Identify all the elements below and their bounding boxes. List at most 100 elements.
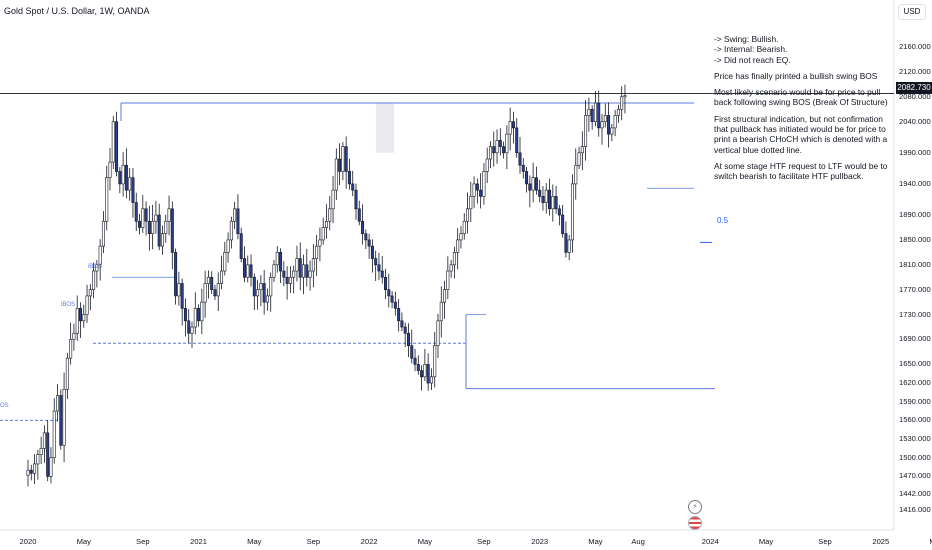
bear-candle xyxy=(46,432,50,477)
bull-candle xyxy=(49,457,53,477)
bear-candle xyxy=(249,264,253,278)
bull-candle xyxy=(92,270,96,291)
bull-candle xyxy=(220,270,224,284)
bull-candle xyxy=(485,158,489,172)
bull-candle xyxy=(308,270,312,278)
time-tick-label: 2020 xyxy=(19,537,37,546)
bear-candle xyxy=(367,239,371,247)
bear-candle xyxy=(370,245,374,259)
flash-icon[interactable]: ⚡ xyxy=(688,500,702,514)
bear-candle xyxy=(554,196,558,210)
bull-candle xyxy=(256,289,260,297)
bull-candle xyxy=(544,189,548,203)
us-flag-icon[interactable] xyxy=(688,516,702,530)
bull-candle xyxy=(620,96,624,110)
note-para2: Most likely scenario would be for price … xyxy=(714,87,888,108)
bear-candle xyxy=(138,220,142,228)
last-price-tag: 2082.730 xyxy=(896,82,932,94)
bull-candle xyxy=(623,95,627,98)
bear-candle xyxy=(590,108,594,122)
bear-candle xyxy=(213,289,217,297)
bear-candle xyxy=(403,326,407,334)
bull-candle xyxy=(154,214,158,222)
bull-candle xyxy=(85,295,89,315)
bull-candle xyxy=(108,161,112,178)
symbol-title[interactable]: Gold Spot / U.S. Dollar, 1W, OANDA xyxy=(4,6,150,16)
bull-candle xyxy=(551,196,555,210)
bear-candle xyxy=(518,152,522,166)
bull-candle xyxy=(443,289,447,303)
bull-candle xyxy=(88,289,92,297)
bear-candle xyxy=(502,146,506,154)
bull-candle xyxy=(580,146,584,154)
bear-candle xyxy=(210,276,214,291)
bear-candle xyxy=(134,202,138,222)
bear-candle xyxy=(282,270,286,278)
price-tick-label: 1690.000 xyxy=(899,334,931,344)
bias-list: -> Swing: Bullish. -> Internal: Bearish.… xyxy=(714,34,892,65)
price-tick-label: 1620.000 xyxy=(899,378,931,388)
bull-candle xyxy=(229,220,233,241)
bull-candle xyxy=(82,314,86,322)
bear-candle xyxy=(338,158,342,172)
price-tick-label: 1470.000 xyxy=(899,471,931,481)
price-tick-label: 1500.000 xyxy=(899,452,931,462)
price-tick-label: 1850.000 xyxy=(899,234,931,244)
price-tick-label: 1770.000 xyxy=(899,284,931,294)
bull-candle xyxy=(200,301,204,322)
bull-candle xyxy=(600,121,604,129)
bear-candle xyxy=(406,332,410,347)
bear-candle xyxy=(131,177,135,203)
bear-candle xyxy=(534,177,538,191)
bull-candle xyxy=(105,177,109,222)
bear-candle xyxy=(528,183,532,191)
bear-candle xyxy=(384,276,388,291)
bull-candle xyxy=(206,276,210,284)
time-tick-label: May xyxy=(76,537,91,546)
bull-candle xyxy=(98,245,102,266)
time-tick-label: 2025 xyxy=(872,537,890,546)
bull-candle xyxy=(482,171,486,197)
bull-candle xyxy=(233,208,237,222)
bear-candle xyxy=(498,140,502,147)
bear-candle xyxy=(197,308,201,322)
price-tick-label: 1890.000 xyxy=(899,210,931,220)
time-tick-label: May xyxy=(417,537,433,546)
bull-candle xyxy=(39,448,43,455)
bear-candle xyxy=(344,146,348,172)
bull-candle xyxy=(495,140,499,154)
bull-candle xyxy=(164,220,168,234)
time-tick-label: Sep xyxy=(306,537,321,546)
bull-candle xyxy=(26,469,30,476)
bear-candle xyxy=(187,320,191,334)
bull-candle xyxy=(505,133,509,154)
bear-candle xyxy=(393,301,397,309)
bull-candle xyxy=(269,276,273,297)
bull-candle xyxy=(456,239,460,253)
bull-candle xyxy=(111,121,115,163)
bull-candle xyxy=(610,127,614,135)
note-swing: -> Swing: Bullish. xyxy=(714,34,779,44)
bull-candle xyxy=(65,357,69,390)
bull-candle xyxy=(288,276,292,284)
bear-candle xyxy=(380,270,384,278)
bear-candle xyxy=(347,171,351,185)
bear-candle xyxy=(374,258,378,266)
currency-badge[interactable]: USD xyxy=(898,4,926,20)
bos-label-left: OS xyxy=(0,403,9,409)
bear-candle xyxy=(479,189,483,197)
bull-candle xyxy=(446,270,450,291)
bull-candle xyxy=(52,410,56,459)
time-tick-label: Sep xyxy=(136,537,150,546)
time-tick-label: May xyxy=(588,537,603,546)
bull-candle xyxy=(577,152,581,166)
bull-candle xyxy=(341,146,345,172)
price-tick-label: 2120.000 xyxy=(899,66,931,76)
bull-candle xyxy=(570,183,574,241)
bear-candle xyxy=(78,308,82,322)
bull-candle xyxy=(272,264,276,278)
bear-candle xyxy=(285,276,289,284)
bear-candle xyxy=(597,102,601,129)
bull-candle xyxy=(613,115,617,129)
